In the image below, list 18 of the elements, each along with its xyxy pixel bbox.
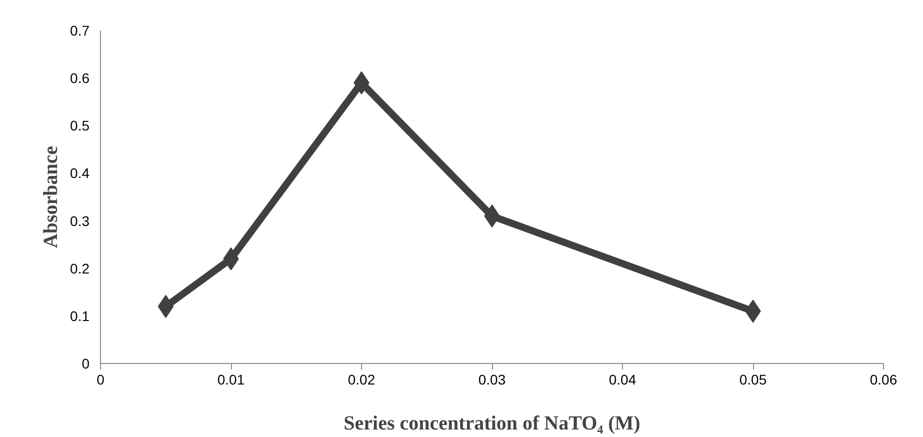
y-tick-label: 0: [82, 356, 90, 372]
x-axis-title: Series concentration of NaTO₄ (M): [344, 412, 640, 434]
x-tick-label: 0: [96, 372, 105, 388]
x-tick-label: 0.05: [739, 372, 767, 388]
y-tick-label: 0.6: [70, 70, 90, 86]
y-tick-label: 0.1: [70, 308, 90, 324]
y-tick-label: 0.7: [70, 22, 90, 38]
y-tick-label: 0.4: [70, 165, 90, 182]
y-tick-label: 0.5: [70, 118, 90, 134]
y-axis-title: Absorbance: [40, 146, 62, 248]
y-tick-label: 0.2: [70, 260, 90, 276]
y-tick-label: 0.3: [70, 212, 90, 229]
x-tick-label: 0.01: [217, 372, 245, 388]
x-tick-label: 0.06: [870, 372, 898, 388]
point: [158, 294, 174, 318]
x-tick-label: 0.04: [608, 372, 636, 388]
x-tick-label: 0.02: [348, 372, 376, 388]
x-tick-label: 0.03: [478, 372, 506, 388]
